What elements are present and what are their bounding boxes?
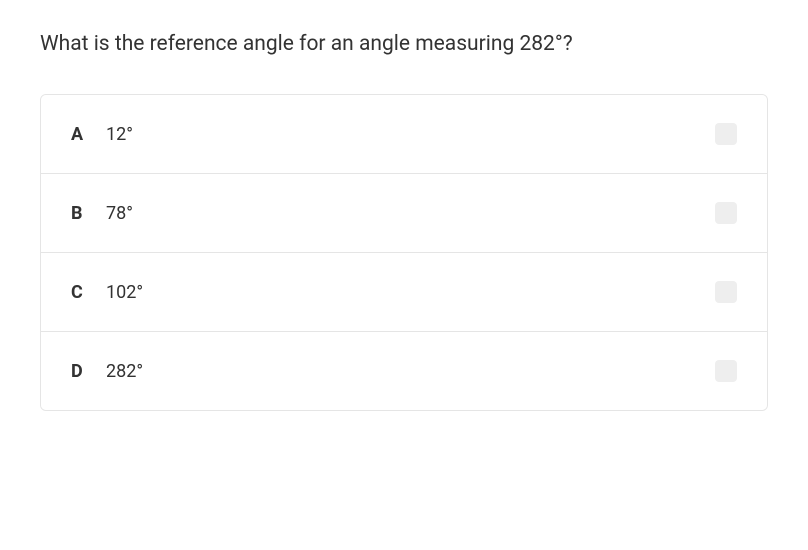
option-checkbox[interactable] — [715, 202, 737, 224]
option-letter: D — [71, 361, 106, 382]
option-row-b[interactable]: B 78° — [41, 174, 767, 253]
option-value: 78° — [106, 203, 715, 224]
option-row-c[interactable]: C 102° — [41, 253, 767, 332]
option-checkbox[interactable] — [715, 281, 737, 303]
option-row-d[interactable]: D 282° — [41, 332, 767, 410]
option-value: 102° — [106, 282, 715, 303]
option-value: 12° — [106, 124, 715, 145]
option-value: 282° — [106, 361, 715, 382]
option-checkbox[interactable] — [715, 360, 737, 382]
question-text: What is the reference angle for an angle… — [40, 30, 768, 59]
option-row-a[interactable]: A 12° — [41, 95, 767, 174]
options-container: A 12° B 78° C 102° D 282° — [40, 94, 768, 411]
option-letter: B — [71, 203, 106, 224]
option-checkbox[interactable] — [715, 123, 737, 145]
option-letter: A — [71, 124, 106, 145]
option-letter: C — [71, 282, 106, 303]
